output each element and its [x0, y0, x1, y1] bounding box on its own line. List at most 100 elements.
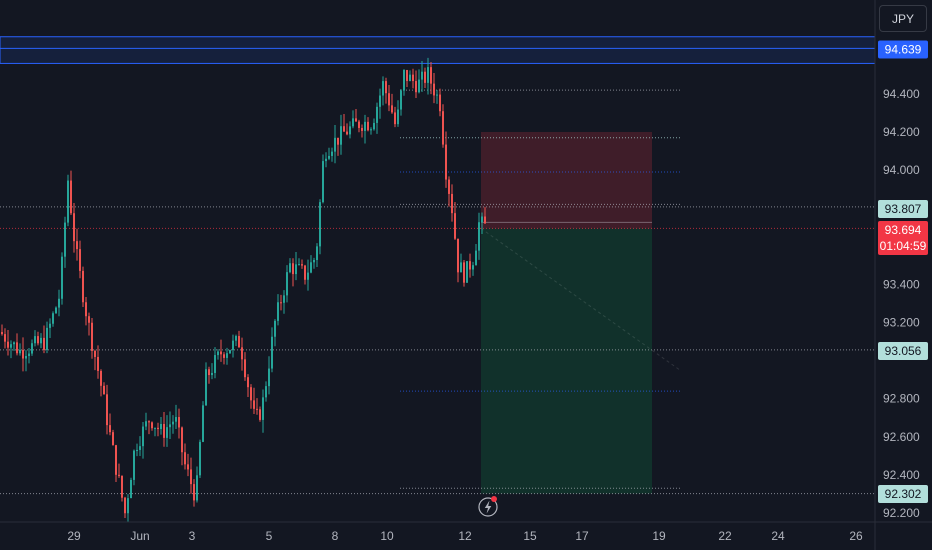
candle — [187, 453, 189, 477]
candle — [391, 93, 393, 114]
candle — [277, 294, 279, 326]
candle — [79, 240, 81, 279]
candle — [349, 121, 351, 139]
candle — [331, 147, 333, 162]
candle — [136, 443, 138, 457]
time-axis[interactable]: 29 Jun 3 5 8 10 12 15 17 19 22 24 26 — [67, 529, 863, 543]
candle — [478, 212, 480, 260]
candle — [268, 356, 270, 395]
candle — [4, 328, 6, 349]
candle — [100, 369, 102, 397]
candle — [52, 311, 54, 327]
candle — [67, 174, 69, 227]
candle — [247, 374, 249, 397]
take-profit-zone[interactable] — [481, 228, 652, 494]
candle — [286, 265, 288, 303]
candle — [481, 212, 483, 234]
candle — [469, 253, 471, 278]
candle — [151, 421, 153, 431]
candle — [445, 131, 447, 188]
candle — [220, 339, 222, 362]
price-tag-level: 92.302 — [878, 485, 928, 503]
candle — [289, 258, 291, 274]
candle — [169, 411, 171, 439]
candle — [49, 318, 51, 339]
candle — [394, 106, 396, 128]
candle — [235, 334, 237, 347]
stop-loss-zone[interactable] — [481, 132, 652, 229]
currency-button[interactable]: JPY — [879, 5, 927, 32]
candle — [193, 479, 195, 507]
price-tag-value: 94.639 — [885, 43, 922, 57]
candles[interactable] — [1, 57, 486, 524]
candle — [364, 114, 366, 144]
candle — [265, 381, 267, 402]
candle — [262, 389, 264, 433]
price-tick-label: 92.400 — [883, 468, 920, 482]
candle — [412, 68, 414, 89]
candle — [457, 238, 459, 283]
candle — [82, 266, 84, 308]
candle — [10, 340, 12, 359]
candle — [133, 449, 135, 486]
candle — [139, 436, 141, 456]
candle — [196, 466, 198, 503]
candle — [85, 297, 87, 326]
candle — [460, 253, 462, 273]
price-tick-label: 92.200 — [883, 506, 920, 520]
candle — [157, 422, 159, 437]
candle — [379, 88, 381, 119]
candle — [25, 350, 27, 372]
candle — [274, 319, 276, 347]
candle — [97, 345, 99, 379]
candle — [373, 118, 375, 131]
candle — [259, 406, 261, 422]
candle — [229, 349, 231, 354]
resistance-zone[interactable] — [0, 36, 875, 64]
candle — [421, 61, 423, 93]
candle — [64, 216, 66, 268]
candle — [346, 123, 348, 136]
price-tag-last-price: 93.694 01:04:59 — [878, 221, 928, 255]
candle — [241, 337, 243, 371]
candle — [28, 347, 30, 364]
candle — [232, 334, 234, 358]
candle — [7, 329, 9, 356]
candle — [130, 477, 132, 499]
candle — [172, 415, 174, 434]
candle — [211, 363, 213, 380]
price-tag-level: 93.056 — [878, 342, 928, 360]
candle — [1, 324, 3, 336]
candle — [439, 88, 441, 117]
candle — [352, 110, 354, 129]
candle — [154, 427, 156, 437]
candle — [415, 70, 417, 98]
candle — [334, 125, 336, 164]
candle — [106, 384, 108, 435]
price-tag-value: 93.056 — [885, 344, 922, 358]
candle — [226, 347, 228, 365]
candle — [22, 337, 24, 372]
price-tick-label: 92.800 — [883, 392, 920, 406]
candle — [340, 114, 342, 155]
price-tags: 94.639 93.807 93.694 01:04:59 93.056 92.302 — [878, 40, 928, 503]
candle — [94, 349, 96, 371]
candle — [13, 341, 15, 351]
candle — [298, 258, 300, 266]
candle — [184, 443, 186, 470]
price-tick-label: 94.000 — [883, 163, 920, 177]
candle — [475, 244, 477, 266]
time-tick-label: 3 — [189, 529, 196, 543]
candle — [343, 114, 345, 132]
candle — [325, 152, 327, 168]
price-axis[interactable]: 92.200 92.400 92.600 92.800 93.200 93.400 94.0… — [883, 87, 920, 520]
candle — [214, 347, 216, 379]
time-tick-label: 26 — [849, 529, 863, 543]
candle — [181, 426, 183, 466]
plot-area[interactable] — [0, 36, 875, 524]
lightning-icon[interactable] — [478, 496, 498, 517]
candle — [316, 243, 318, 267]
candle — [328, 147, 330, 161]
